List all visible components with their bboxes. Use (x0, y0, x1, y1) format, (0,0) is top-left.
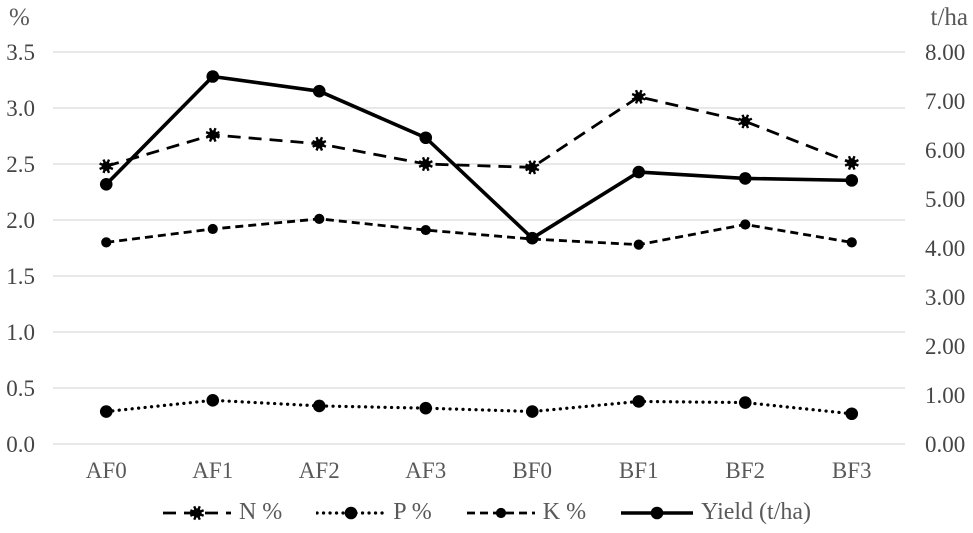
right-axis-tick-label: 0.00 (925, 432, 965, 457)
data-point-n (631, 89, 646, 104)
series-line-p (104, 398, 854, 416)
data-point-yield-t-ha (99, 178, 113, 191)
x-axis-category-label: BF1 (619, 458, 659, 483)
data-point-n (844, 155, 859, 170)
data-point-yield-t-ha (632, 165, 646, 179)
data-point-n (738, 114, 753, 129)
data-point-p (525, 405, 539, 418)
right-axis-tick-label: 1.00 (925, 383, 965, 408)
right-axis-tick-label: 3.00 (925, 285, 965, 310)
data-point-n (418, 156, 433, 172)
data-point-n (525, 160, 540, 175)
data-point-k (420, 224, 431, 236)
right-axis-tick-label: 5.00 (925, 187, 965, 212)
left-axis-tick-label: 3.5 (6, 40, 35, 65)
legend-label: K % (542, 499, 587, 525)
left-axis-tick-label: 1.5 (6, 264, 35, 289)
left-axis-tick-label: 0.0 (6, 432, 35, 457)
legend-label: Yield (t/ha) (701, 499, 812, 525)
x-axis-category-label: AF3 (405, 458, 446, 483)
legend-sample-yield-t-ha-icon (621, 506, 694, 519)
series-line-n (105, 95, 853, 169)
legend-sample-p-icon (316, 506, 387, 519)
legend-item-n: N % (162, 499, 282, 526)
data-point-n (205, 127, 220, 142)
data-point-yield-t-ha (525, 231, 539, 245)
left-axis-tick-label: 0.5 (6, 376, 35, 401)
right-axis-title: t/ha (931, 4, 969, 31)
legend-marker-k-icon (495, 507, 506, 518)
left-axis-tick-label: 2.0 (6, 208, 35, 233)
data-point-p (738, 396, 752, 409)
left-axis-title: % (9, 4, 30, 31)
data-point-p (419, 401, 433, 415)
data-point-n (312, 136, 327, 151)
x-axis-category-label: AF1 (192, 458, 233, 483)
data-point-k (314, 213, 325, 224)
x-axis-category-label: BF0 (512, 458, 552, 483)
data-point-p (632, 395, 646, 408)
legend-label: P % (393, 499, 432, 525)
legend-label: N % (238, 499, 283, 525)
data-point-k (207, 223, 218, 235)
left-axis-tick-label: 3.0 (6, 96, 35, 121)
data-point-yield-t-ha (206, 70, 220, 83)
right-axis-tick-label: 2.00 (925, 334, 965, 359)
x-axis-category-label: AF2 (299, 458, 340, 483)
data-point-yield-t-ha (845, 174, 859, 187)
plot-area: % t/ha 0.0 0.5 1.0 1.5 2.0 2.5 3.0 3.5 0.00 1.00 2… (6, 4, 969, 483)
data-point-p (312, 399, 326, 413)
x-axis-category-label: BF2 (725, 458, 765, 483)
data-point-yield-t-ha (312, 84, 326, 98)
data-point-p (845, 407, 859, 421)
data-point-yield-t-ha (419, 131, 433, 145)
data-point-k (633, 239, 644, 250)
series-line-k (106, 217, 852, 247)
data-point-p (99, 405, 113, 418)
legend-marker-p-icon (344, 506, 358, 519)
right-axis-tick-label: 7.00 (925, 89, 965, 114)
legend-sample-n-icon (162, 505, 231, 520)
data-point-p (206, 394, 220, 407)
right-axis-tick-label: 6.00 (925, 138, 965, 163)
legend-marker-yield-t-ha-icon (650, 506, 664, 519)
legend: N % P % K % Yield (t/ha) (0, 499, 973, 526)
right-axis-tick-label: 4.00 (925, 236, 965, 261)
right-axis-tick-label: 8.00 (925, 40, 965, 65)
data-point-k (740, 219, 751, 230)
legend-item-k: K % (466, 499, 586, 526)
data-point-k (101, 237, 112, 248)
data-point-yield-t-ha (738, 172, 752, 185)
data-point-k (846, 237, 857, 248)
left-axis-tick-label: 1.0 (6, 320, 35, 345)
x-axis-category-label: BF3 (832, 458, 872, 483)
legend-sample-k-icon (466, 507, 535, 518)
legend-marker-n-icon (189, 505, 205, 520)
data-point-n (99, 159, 114, 174)
legend-item-p: P % (316, 499, 432, 526)
legend-item-yield-t-ha: Yield (t/ha) (620, 499, 811, 526)
series-line-yield-t-ha (104, 74, 852, 240)
x-axis-category-label: AF0 (86, 458, 127, 483)
left-axis-tick-label: 2.5 (6, 152, 35, 177)
